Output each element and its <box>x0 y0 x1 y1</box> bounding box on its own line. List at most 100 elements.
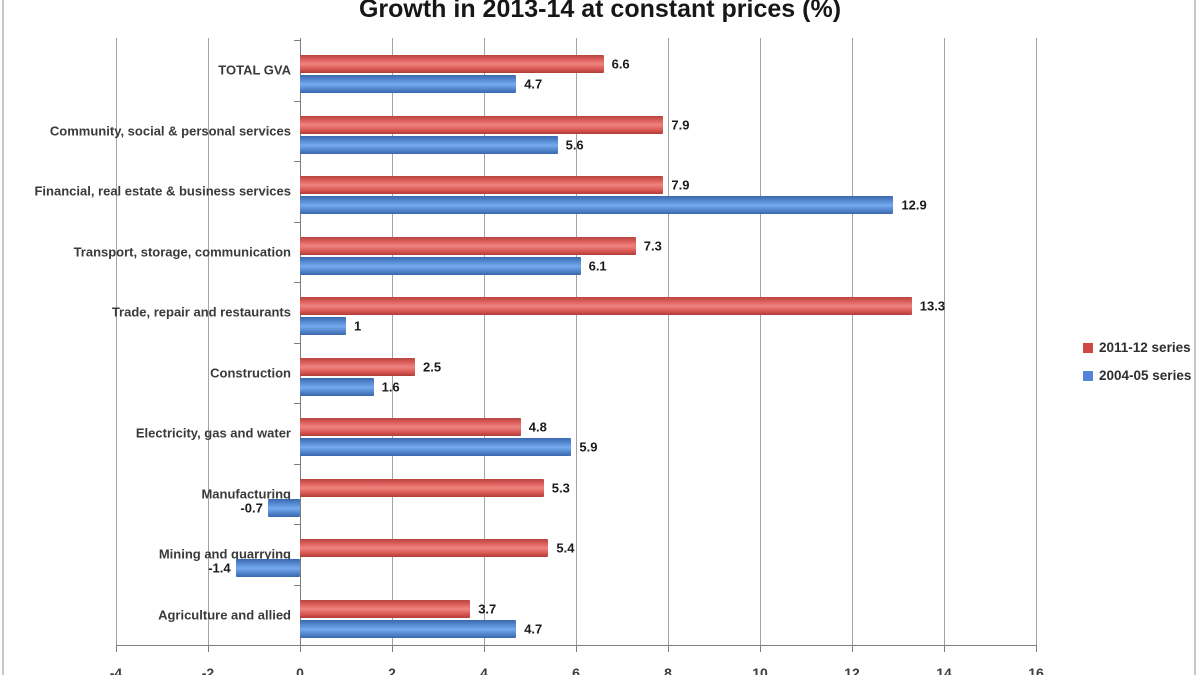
x-axis-tick <box>576 645 577 652</box>
zero-axis-line <box>300 38 301 645</box>
category-label: Construction <box>210 365 291 381</box>
x-axis-tick-label: 4 <box>480 665 488 675</box>
x-axis-tick <box>208 645 209 652</box>
category-axis-tick <box>294 342 300 344</box>
x-axis-tick-label: 16 <box>1028 665 1044 675</box>
legend-item-2011-12-series: 2011-12 series <box>1083 340 1191 355</box>
gridline <box>208 38 209 645</box>
bar-2011-12-series <box>300 599 471 618</box>
x-axis-tick <box>1036 645 1037 652</box>
bar-2004-05-series <box>300 196 894 214</box>
category-label: Financial, real estate & business servic… <box>34 183 291 199</box>
x-axis-tick-label: -2 <box>201 665 215 675</box>
x-axis-tick <box>852 645 853 652</box>
legend-swatch-2004-05-icon <box>1083 370 1093 381</box>
bar-value-label: 4.7 <box>524 621 543 636</box>
category-axis-tick <box>294 40 300 41</box>
bar-value-label: 7.9 <box>671 177 690 193</box>
category-axis-tick <box>294 221 300 223</box>
image-border-right <box>1194 0 1196 675</box>
bar-2011-12-series <box>300 418 521 436</box>
x-axis-tick <box>300 645 301 652</box>
bar-value-label: 4.7 <box>524 76 543 92</box>
x-axis-tick <box>392 645 393 652</box>
bar-2004-05-series <box>300 317 346 335</box>
bar-value-label: 5.9 <box>579 439 598 455</box>
category-label: Transport, storage, communication <box>73 244 291 260</box>
category-axis-tick <box>294 100 300 102</box>
bar-value-label: 2.5 <box>423 359 442 374</box>
legend-label-2004-05: 2004-05 series <box>1099 368 1192 383</box>
legend-label-2011-12: 2011-12 series <box>1099 340 1191 355</box>
gridline <box>760 38 761 645</box>
bar-2011-12-series <box>300 55 604 73</box>
x-axis-tick-label: 2 <box>388 665 396 675</box>
category-label: Trade, repair and restaurants <box>111 304 291 320</box>
x-axis-tick-label: 12 <box>844 665 860 675</box>
bar-2011-12-series <box>300 115 664 134</box>
category-axis-tick <box>294 282 300 283</box>
bar-value-label: 13.3 <box>919 298 946 314</box>
bar-value-label: 3.7 <box>478 601 497 616</box>
category-label: Manufacturing <box>201 486 291 502</box>
bar-value-label: 1.6 <box>381 379 400 394</box>
bar-value-label: 7.9 <box>671 117 690 132</box>
legend: 2011-12 series 2004-05 series <box>1083 340 1191 396</box>
x-axis-tick-label: -4 <box>109 665 123 675</box>
gridline <box>668 38 669 645</box>
bar-value-label: 5.3 <box>551 480 570 495</box>
gridline <box>852 38 853 645</box>
category-label: TOTAL GVA <box>218 62 291 78</box>
x-axis-tick <box>484 645 485 652</box>
bar-2004-05-series <box>300 377 374 396</box>
bar-2011-12-series <box>300 357 415 376</box>
x-axis-tick-label: 6 <box>572 665 580 675</box>
bar-2011-12-series <box>300 478 544 497</box>
gridline <box>944 38 945 645</box>
bar-2011-12-series <box>300 539 549 557</box>
category-axis-tick <box>294 645 300 646</box>
bar-value-label: 12.9 <box>901 197 927 213</box>
gridline <box>392 38 393 645</box>
bar-value-label: 5.6 <box>565 137 584 152</box>
bar-2004-05-series <box>300 135 558 154</box>
bar-2011-12-series <box>300 176 664 194</box>
category-axis-tick <box>294 161 300 162</box>
category-axis-tick <box>294 524 300 525</box>
bar-value-label: 1 <box>354 318 362 334</box>
gridline <box>1036 38 1037 645</box>
x-axis-tick <box>116 645 117 652</box>
bar-2004-05-series <box>300 256 581 275</box>
bar-2004-05-series <box>267 498 300 517</box>
bar-value-label: 6.6 <box>611 56 630 72</box>
category-axis-tick <box>294 584 300 586</box>
image-border-left <box>2 0 4 675</box>
bar-value-label: -0.7 <box>240 500 263 515</box>
x-axis-tick <box>944 645 945 652</box>
x-axis-line <box>116 645 1036 646</box>
gridline <box>116 38 117 645</box>
x-axis-tick-label: 0 <box>296 665 304 675</box>
category-label: Community, social & personal services <box>49 123 291 139</box>
bar-value-label: 5.4 <box>556 540 575 556</box>
legend-swatch-2011-12-icon <box>1083 342 1093 353</box>
chart-title: Growth in 2013-14 at constant prices (%) <box>358 0 842 23</box>
bar-value-label: 7.3 <box>643 238 662 253</box>
category-label: Mining and quarrying <box>158 546 291 562</box>
legend-item-2004-05-series: 2004-05 series <box>1083 368 1191 383</box>
bar-value-label: -1.4 <box>208 560 231 576</box>
bar-2004-05-series <box>300 619 517 638</box>
bar-value-label: 6.1 <box>588 258 607 273</box>
category-label: Agriculture and allied <box>158 607 291 623</box>
bar-2011-12-series <box>300 297 912 315</box>
bar-value-label: 4.8 <box>528 419 547 435</box>
x-axis-tick <box>760 645 761 652</box>
category-axis-tick <box>294 463 300 465</box>
bar-2004-05-series <box>300 438 572 456</box>
x-axis-tick-label: 14 <box>936 665 952 675</box>
bar-2011-12-series <box>300 236 636 255</box>
category-label: Electricity, gas and water <box>135 425 291 441</box>
bar-2004-05-series <box>300 75 517 93</box>
x-axis-tick-label: 10 <box>752 665 768 675</box>
